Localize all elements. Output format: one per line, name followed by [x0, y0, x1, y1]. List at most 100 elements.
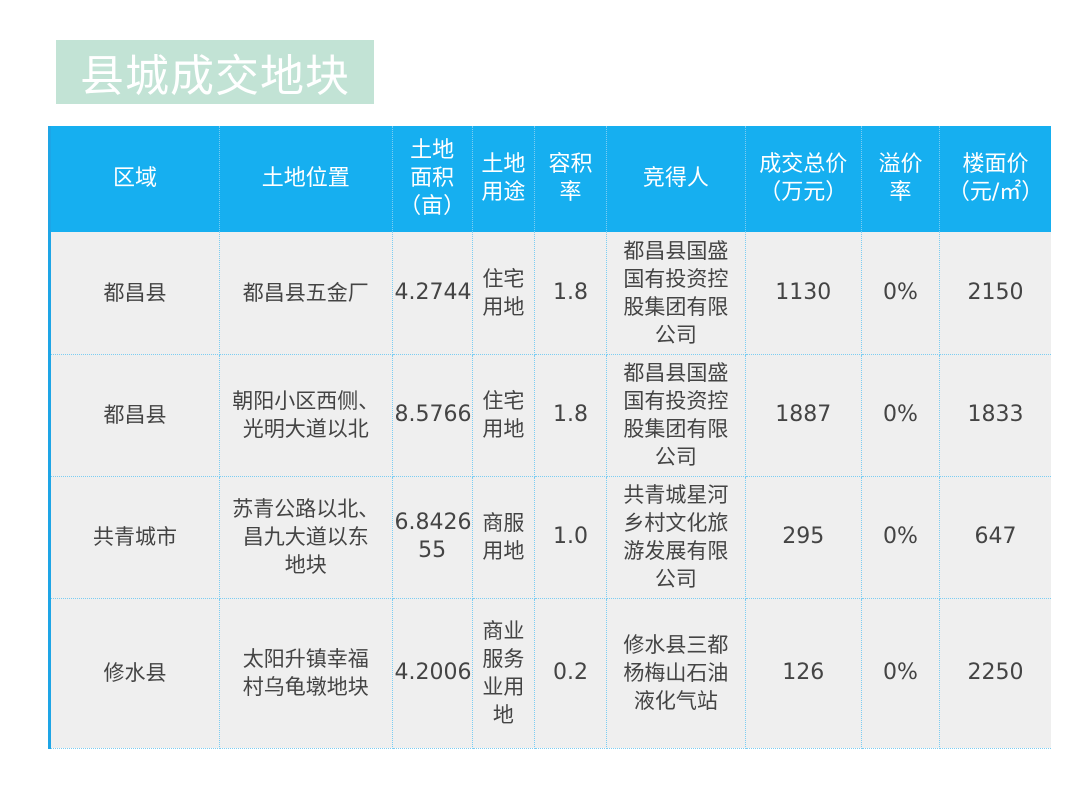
header-location-label: 土地位置: [261, 166, 350, 191]
header-premium-line: 率: [889, 180, 912, 205]
cell-far: 1.0: [534, 476, 608, 599]
cell-winner-line: 共青城星河: [623, 483, 729, 507]
header-price: 成交总价 （万元）: [745, 126, 862, 232]
cell-floor-price: 1833: [939, 354, 1051, 477]
cell-location-line: 苏青公路以北、: [232, 497, 380, 521]
cell-location-line: 太阳升镇幸福: [242, 647, 369, 671]
cell-area: 6.8426 55: [392, 476, 473, 599]
cell-region: 都昌县: [51, 232, 220, 355]
cell-winner-line: 杨梅山石油: [623, 661, 729, 685]
header-floor-price-line: （元/㎡）: [947, 180, 1044, 205]
cell-location-line: 朝阳小区西侧、: [232, 389, 380, 413]
header-area-line: 面积: [410, 166, 455, 191]
cell-floor-price: 2150: [939, 232, 1051, 355]
cell-area: 4.2744: [392, 232, 473, 355]
header-price-line: 成交总价: [759, 152, 848, 177]
header-far: 容积 率: [534, 126, 608, 232]
header-floor-price-line: 楼面价: [962, 152, 1029, 177]
cell-far: 0.2: [534, 598, 608, 749]
cell-location-line: 光明大道以北: [242, 417, 369, 441]
cell-winner-line: 公司: [654, 322, 697, 347]
cell-premium: 0%: [861, 598, 941, 749]
cell-usage-line: 用地: [482, 539, 525, 563]
cell-winner-line: 修水县三都: [623, 633, 729, 657]
cell-winner-line: 乡村文化旅: [623, 511, 729, 535]
header-premium-line: 溢价: [878, 152, 923, 177]
cell-usage: 住宅 用地: [472, 354, 535, 477]
header-usage-line: 用途: [481, 180, 526, 205]
header-price-line: （万元）: [759, 180, 848, 205]
cell-winner-line: 液化气站: [633, 689, 718, 713]
cell-winner: 共青城星河 乡村文化旅 游发展有限 公司: [606, 476, 746, 599]
cell-winner-line: 国有投资控: [623, 389, 729, 413]
section-title: 县城成交地块: [80, 51, 350, 102]
cell-floor-price: 647: [939, 476, 1051, 599]
cell-price: 295: [745, 476, 862, 599]
cell-area-line: 4.2006: [394, 660, 472, 685]
table-row: 都昌县 朝阳小区西侧、 光明大道以北 8.5766 住宅 用地 1.8 都昌县国…: [51, 354, 1051, 477]
cell-area-line: 8.5766: [394, 402, 472, 427]
cell-usage-line: 住宅: [482, 266, 525, 291]
header-floor-price: 楼面价 （元/㎡）: [939, 126, 1051, 232]
cell-area: 8.5766: [392, 354, 473, 477]
header-premium: 溢价 率: [861, 126, 941, 232]
cell-region: 都昌县: [51, 354, 220, 477]
cell-winner-line: 股集团有限: [623, 417, 729, 441]
cell-price: 126: [745, 598, 862, 749]
cell-winner: 都昌县国盛 国有投资控 股集团有限 公司: [606, 354, 746, 477]
header-usage: 土地 用途: [472, 126, 535, 232]
cell-winner-line: 国有投资控: [623, 266, 729, 291]
cell-winner-line: 都昌县国盛: [623, 238, 729, 263]
cell-location-line: 村乌龟墩地块: [242, 675, 369, 699]
cell-usage-line: 用地: [482, 294, 525, 319]
table-row: 修水县 太阳升镇幸福 村乌龟墩地块 4.2006 商业 服务 业用 地 0.2 …: [51, 598, 1051, 749]
cell-location: 苏青公路以北、 昌九大道以东 地块: [219, 476, 393, 599]
header-area-line: （亩）: [399, 194, 466, 219]
cell-usage: 住宅 用地: [472, 232, 535, 355]
cell-region: 修水县: [51, 598, 220, 749]
cell-winner-line: 游发展有限: [623, 539, 729, 563]
cell-usage: 商业 服务 业用 地: [472, 598, 535, 749]
cell-location: 都昌县五金厂: [219, 232, 393, 355]
cell-winner: 修水县三都 杨梅山石油 液化气站: [606, 598, 746, 749]
cell-usage-line: 用地: [482, 417, 525, 441]
cell-usage-line: 服务: [482, 647, 525, 671]
cell-premium: 0%: [861, 354, 941, 477]
cell-floor-price: 2250: [939, 598, 1051, 749]
cell-area-line: 55: [418, 538, 447, 563]
land-deals-table: 区域 土地位置 土地 面积 （亩） 土地 用途 容积 率 竞得人 成交总价: [51, 126, 1051, 749]
cell-winner-line: 公司: [654, 567, 697, 591]
cell-location: 太阳升镇幸福 村乌龟墩地块: [219, 598, 393, 749]
cell-far: 1.8: [534, 354, 608, 477]
cell-location: 朝阳小区西侧、 光明大道以北: [219, 354, 393, 477]
cell-winner-line: 股集团有限: [623, 294, 729, 319]
header-usage-line: 土地: [481, 152, 526, 177]
header-winner: 竞得人: [606, 126, 746, 232]
cell-premium: 0%: [861, 476, 941, 599]
cell-location-line: 都昌县五金厂: [242, 280, 369, 305]
header-area-line: 土地: [410, 138, 455, 163]
cell-winner: 都昌县国盛 国有投资控 股集团有限 公司: [606, 232, 746, 355]
cell-location-line: 地块: [284, 553, 327, 577]
cell-usage-line: 商服: [482, 511, 525, 535]
table-row: 共青城市 苏青公路以北、 昌九大道以东 地块 6.8426 55 商服 用地 1…: [51, 476, 1051, 599]
header-location: 土地位置: [219, 126, 393, 232]
cell-price: 1887: [745, 354, 862, 477]
table-body: 都昌县 都昌县五金厂 4.2744 住宅 用地 1.8 都昌县国盛 国有投资控 …: [51, 232, 1051, 749]
header-winner-label: 竞得人: [642, 166, 709, 191]
cell-price: 1130: [745, 232, 862, 355]
cell-location-line: 昌九大道以东: [242, 525, 369, 549]
cell-area-line: 4.2744: [394, 279, 472, 305]
cell-winner-line: 公司: [654, 445, 697, 469]
section-title-banner: 县城成交地块: [56, 40, 374, 104]
cell-usage-line: 业用: [482, 675, 525, 699]
cell-region: 共青城市: [51, 476, 220, 599]
table-row: 都昌县 都昌县五金厂 4.2744 住宅 用地 1.8 都昌县国盛 国有投资控 …: [51, 232, 1051, 355]
cell-usage: 商服 用地: [472, 476, 535, 599]
header-area: 土地 面积 （亩）: [392, 126, 473, 232]
cell-premium: 0%: [861, 232, 941, 355]
header-far-line: 容积: [548, 152, 593, 177]
cell-winner-line: 都昌县国盛: [623, 361, 729, 385]
land-deals-table-container: 区域 土地位置 土地 面积 （亩） 土地 用途 容积 率 竞得人 成交总价: [48, 126, 1051, 749]
header-far-line: 率: [559, 180, 582, 205]
